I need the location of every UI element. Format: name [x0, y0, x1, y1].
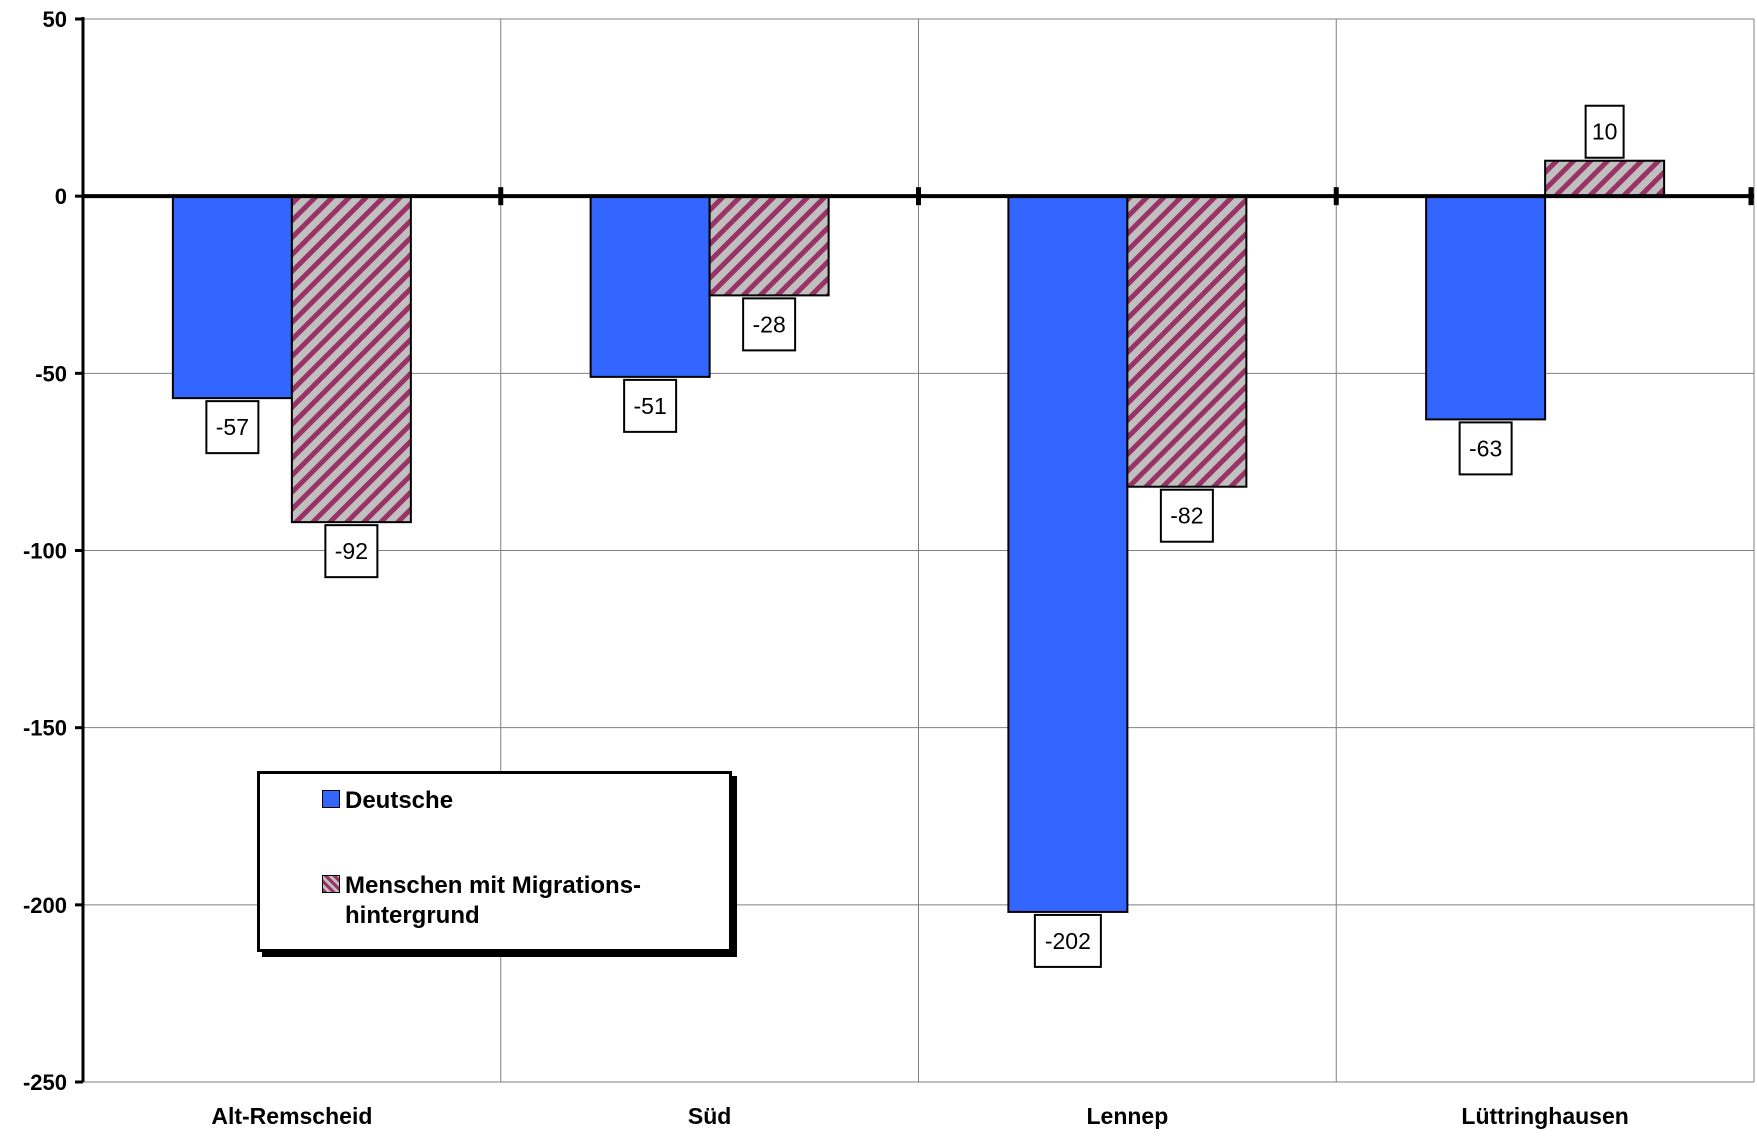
data-label-box [742, 297, 797, 352]
bar-migration [1126, 195, 1248, 488]
axes [75, 17, 1754, 1084]
bar-deutsche [1425, 195, 1547, 421]
bar-migration [290, 195, 412, 524]
y-tick-label: -250 [23, 1070, 67, 1095]
data-label-box [1584, 104, 1625, 159]
data-label-box [1033, 913, 1102, 968]
bar-deutsche [1007, 195, 1129, 913]
bar-migration [708, 195, 830, 297]
data-label-box [1458, 421, 1513, 476]
legend-item-migration: Menschen mit Migrations- hintergrund [322, 871, 705, 931]
legend: Deutsche Menschen mit Migrations- hinter… [257, 771, 732, 952]
y-tick-label: -200 [23, 893, 67, 918]
y-tick-label: -50 [35, 361, 67, 386]
category-label: Lüttringhausen [1461, 1103, 1628, 1129]
data-label: -28 [753, 311, 786, 337]
legend-label-migration: Menschen mit Migrations- hintergrund [345, 872, 642, 929]
data-label: -202 [1045, 928, 1091, 954]
data-label: -51 [634, 393, 667, 419]
data-label: -57 [216, 414, 249, 440]
bars [171, 159, 1666, 913]
legend-item-deutsche: Deutsche [322, 786, 705, 816]
y-tick-label: 50 [43, 7, 67, 32]
y-tick-label: -150 [23, 716, 67, 741]
y-tick-label: -100 [23, 539, 67, 564]
legend-swatch-deutsche [322, 790, 340, 808]
category-label: Süd [688, 1103, 731, 1129]
y-tick-label: 0 [55, 184, 67, 209]
legend-label-deutsche: Deutsche [345, 787, 454, 814]
data-label: -63 [1469, 435, 1502, 461]
labels: 50 0 -50 -100 -150 -200 -250 -57 -92 Alt-Remschei… [23, 7, 1629, 1129]
data-label: 10 [1592, 119, 1618, 145]
bar-deutsche [171, 195, 293, 400]
data-label-box [623, 378, 678, 433]
data-label-box [324, 524, 379, 579]
bar-migration [1544, 159, 1666, 198]
data-label: -92 [335, 538, 368, 564]
data-label-box [205, 400, 260, 455]
bar-deutsche [589, 195, 711, 378]
category-label: Lennep [1086, 1103, 1168, 1129]
data-label: -82 [1170, 503, 1203, 529]
category-label: Alt-Remscheid [211, 1103, 372, 1129]
data-label-box [1159, 488, 1214, 543]
legend-swatch-migration [322, 875, 340, 893]
